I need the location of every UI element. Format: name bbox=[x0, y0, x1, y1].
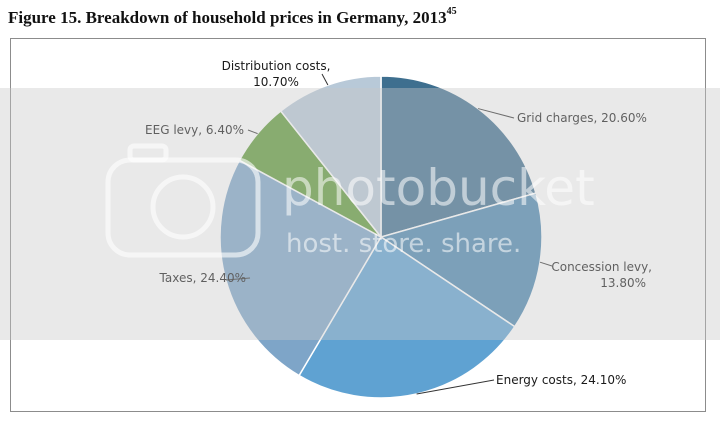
slice-label-eeg-levy: EEG levy, 6.40% bbox=[145, 123, 244, 137]
pie-slice-distribution-costs bbox=[279, 75, 382, 240]
leader-lines bbox=[225, 73, 553, 395]
leader-line-concession-levy bbox=[539, 261, 553, 267]
figure-title-text: Figure 15. Breakdown of household prices… bbox=[8, 8, 447, 27]
slice-label-grid-charges: Grid charges, 20.60% bbox=[517, 111, 647, 125]
slice-label-concession-levy: Concession levy, 13.80% bbox=[551, 260, 652, 290]
figure-title: Figure 15. Breakdown of household prices… bbox=[8, 6, 457, 28]
slice-label-distribution-costs: Distribution costs, 10.70% bbox=[222, 59, 331, 89]
leader-line-eeg-levy bbox=[247, 129, 258, 135]
slice-label-taxes: Taxes, 24.40% bbox=[159, 271, 246, 285]
slice-labels: Grid charges, 20.60% Concession levy, 13.8… bbox=[145, 59, 652, 387]
leader-line-taxes bbox=[225, 277, 251, 281]
leader-line-grid-charges bbox=[477, 108, 515, 119]
pie-slices bbox=[219, 75, 543, 399]
leader-line-distribution-costs bbox=[321, 73, 329, 86]
slice-label-energy-costs: Energy costs, 24.10% bbox=[496, 373, 626, 387]
leader-line-energy-costs bbox=[416, 379, 495, 395]
figure-footnote: 45 bbox=[446, 6, 457, 18]
